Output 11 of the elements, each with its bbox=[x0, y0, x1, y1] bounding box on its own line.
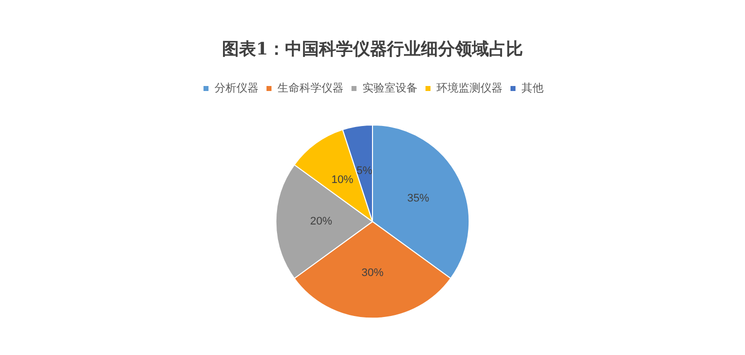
data-label: 35% bbox=[407, 192, 430, 204]
legend-label: 其他 bbox=[522, 82, 544, 94]
legend-label: 生命科学仪器 bbox=[278, 82, 344, 94]
data-label: 30% bbox=[361, 266, 384, 279]
data-label: 5% bbox=[356, 164, 373, 177]
data-label: 10% bbox=[331, 174, 354, 186]
data-label: 20% bbox=[310, 216, 332, 228]
chart-title: 图表1：中国科学仪器行业细分领域占比 bbox=[222, 40, 523, 60]
legend-label: 实验室设备 bbox=[362, 82, 418, 94]
legend-label: 分析仪器 bbox=[214, 82, 258, 94]
legend-label: 环境监测仪器 bbox=[436, 82, 502, 94]
